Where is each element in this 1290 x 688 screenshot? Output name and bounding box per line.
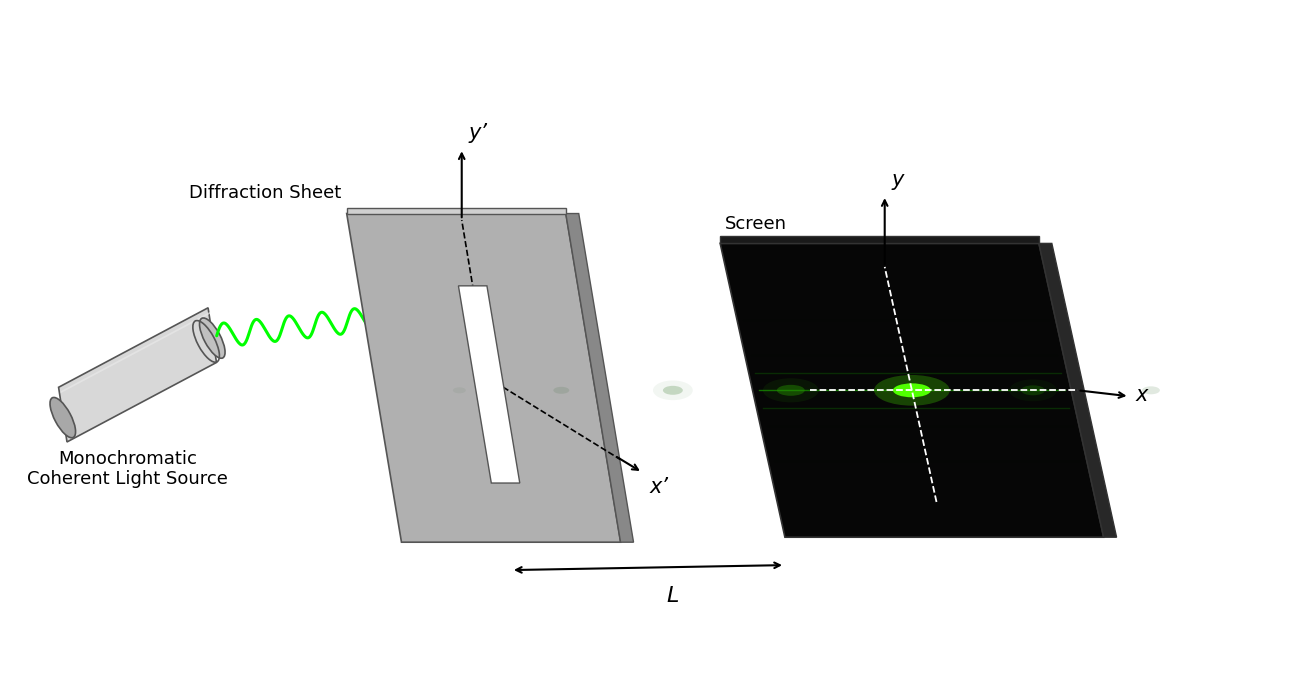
Ellipse shape <box>50 398 76 438</box>
Ellipse shape <box>200 318 224 358</box>
Polygon shape <box>58 308 217 442</box>
Ellipse shape <box>663 386 682 395</box>
Ellipse shape <box>875 375 949 406</box>
Text: Monochromatic
Coherent Light Source: Monochromatic Coherent Light Source <box>27 449 228 488</box>
Ellipse shape <box>893 383 931 397</box>
Polygon shape <box>720 244 1104 537</box>
Ellipse shape <box>1142 387 1160 394</box>
Polygon shape <box>458 286 520 483</box>
Polygon shape <box>720 237 1038 244</box>
Polygon shape <box>1038 244 1117 537</box>
Ellipse shape <box>777 385 805 396</box>
Text: y: y <box>891 170 904 190</box>
Text: Screen: Screen <box>725 215 787 233</box>
Ellipse shape <box>453 387 466 394</box>
Ellipse shape <box>1009 379 1057 401</box>
Polygon shape <box>61 312 210 394</box>
Ellipse shape <box>762 378 819 402</box>
Text: x: x <box>1135 385 1148 405</box>
Text: L: L <box>667 585 679 605</box>
Polygon shape <box>347 213 620 542</box>
Ellipse shape <box>553 387 569 394</box>
Text: y’: y’ <box>468 123 488 143</box>
Ellipse shape <box>653 380 693 400</box>
Polygon shape <box>566 213 633 542</box>
Polygon shape <box>347 208 566 213</box>
Text: Diffraction Sheet: Diffraction Sheet <box>190 184 342 202</box>
Text: x’: x’ <box>649 477 668 497</box>
Ellipse shape <box>1022 385 1045 396</box>
